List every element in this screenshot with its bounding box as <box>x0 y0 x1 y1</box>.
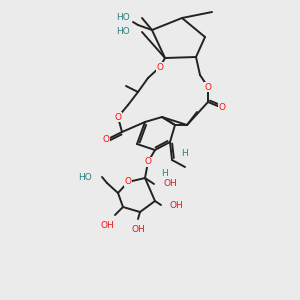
Text: OH: OH <box>163 179 177 188</box>
Text: HO: HO <box>116 28 130 37</box>
Text: O: O <box>157 62 164 71</box>
Text: HO: HO <box>78 172 92 182</box>
Text: OH: OH <box>170 200 184 209</box>
Text: HO: HO <box>116 14 130 22</box>
Text: OH: OH <box>131 224 145 233</box>
Text: O: O <box>145 158 152 166</box>
Text: O: O <box>124 178 131 187</box>
Text: OH: OH <box>100 220 114 230</box>
Text: O: O <box>115 112 122 122</box>
Text: H: H <box>162 169 168 178</box>
Text: O: O <box>218 103 226 112</box>
Text: O: O <box>103 134 110 143</box>
Text: H: H <box>182 148 188 158</box>
Text: O: O <box>205 82 212 91</box>
